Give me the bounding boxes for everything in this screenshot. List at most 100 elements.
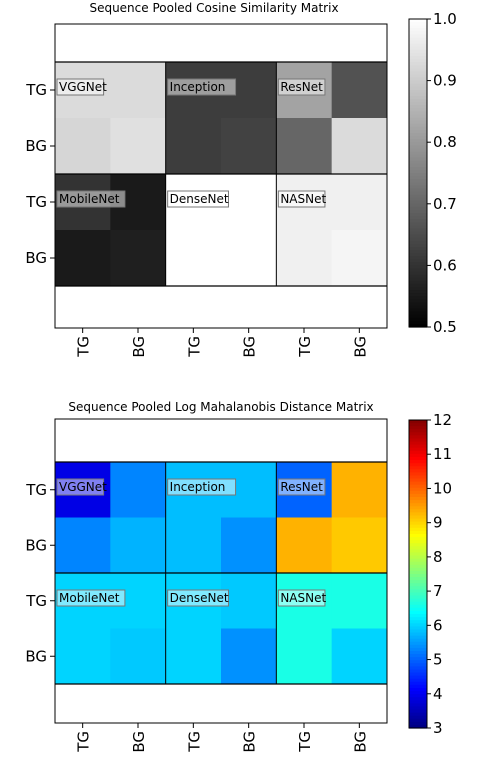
colorbar-tick-label: 1.0 bbox=[433, 10, 457, 28]
y-tick-label: BG bbox=[25, 536, 47, 554]
colorbar-tick-label: 11 bbox=[433, 445, 452, 463]
colorbar-segment bbox=[409, 151, 427, 156]
colorbar-segment bbox=[409, 80, 427, 85]
colorbar-segment bbox=[409, 253, 427, 257]
colorbar-segment bbox=[409, 259, 427, 263]
colorbar-segment bbox=[409, 691, 427, 695]
colorbar-segment bbox=[409, 441, 427, 446]
colorbar-segment bbox=[409, 111, 427, 116]
model-label: VGGNet bbox=[56, 478, 107, 496]
colorbar-segment bbox=[409, 654, 427, 658]
colorbar-tick-label: 4 bbox=[433, 685, 443, 703]
colorbar-segment bbox=[409, 669, 427, 674]
colorbar-segment bbox=[409, 595, 427, 600]
x-tick-label: BG bbox=[241, 336, 259, 358]
colorbar-segment bbox=[409, 607, 427, 612]
colorbar-segment bbox=[409, 435, 427, 440]
chart-title: Sequence Pooled Cosine Similarity Matrix bbox=[89, 1, 338, 15]
heatmap-cell bbox=[221, 517, 277, 574]
model-label-box bbox=[56, 589, 126, 607]
cosine-similarity-chart: Sequence Pooled Cosine Similarity Matrix… bbox=[25, 1, 457, 358]
colorbar-segment bbox=[409, 601, 427, 606]
colorbar-segment bbox=[409, 286, 427, 291]
colorbar-segment bbox=[409, 160, 427, 165]
colorbar-segment bbox=[409, 49, 427, 54]
model-label-text: VGGNet bbox=[59, 80, 107, 94]
model-label-box bbox=[56, 190, 126, 208]
colorbar-segment bbox=[409, 681, 427, 686]
colorbar-segment bbox=[409, 68, 427, 72]
model-label-text: ResNet bbox=[280, 480, 323, 494]
colorbar-segment bbox=[409, 173, 427, 177]
x-ticks: TG BG TG BG TG BG bbox=[75, 723, 369, 753]
x-tick-label: TG bbox=[185, 731, 203, 753]
colorbar-segment bbox=[409, 570, 427, 575]
colorbar-segment bbox=[409, 687, 427, 692]
colorbar-segment bbox=[409, 438, 427, 443]
colorbar-segment bbox=[409, 675, 427, 680]
colorbar-segment bbox=[409, 188, 427, 193]
colorbar-segment bbox=[409, 302, 427, 307]
plot-frame bbox=[54, 23, 388, 329]
colorbar-segment bbox=[409, 83, 427, 88]
colorbar-segment bbox=[409, 450, 427, 455]
y-tick-label: TG bbox=[25, 81, 47, 99]
y-tick-label: TG bbox=[25, 481, 47, 499]
colorbar-segment bbox=[409, 524, 427, 529]
colorbar: 0.5 0.6 0.7 0.8 0.9 1.0 bbox=[408, 10, 457, 336]
colorbar-segment bbox=[409, 521, 427, 526]
model-label-text: ResNet bbox=[280, 80, 323, 94]
model-label-box bbox=[167, 78, 237, 96]
colorbar-segment bbox=[409, 142, 427, 146]
colorbar-segment bbox=[409, 31, 427, 35]
model-label-text: Inception bbox=[170, 80, 226, 94]
colorbar-segment bbox=[409, 19, 427, 23]
colorbar-segment bbox=[409, 620, 427, 624]
model-label-text: MobileNet bbox=[59, 591, 120, 605]
colorbar-segment bbox=[409, 37, 427, 42]
colorbar-segment bbox=[409, 518, 427, 523]
colorbar-segment bbox=[409, 28, 427, 32]
colorbar-segment bbox=[409, 246, 427, 251]
model-label: VGGNet bbox=[56, 78, 107, 96]
colorbar-segment bbox=[409, 65, 427, 69]
colorbar-segment bbox=[409, 219, 427, 223]
colorbar-segment bbox=[409, 447, 427, 452]
colorbar-segment bbox=[409, 102, 427, 106]
colorbar-segment bbox=[409, 487, 427, 492]
colorbar-segment bbox=[409, 139, 427, 143]
colorbar-segment bbox=[409, 567, 427, 572]
colorbar-segment bbox=[409, 105, 427, 109]
colorbar-segment bbox=[409, 598, 427, 603]
model-label: NASNet bbox=[277, 589, 326, 607]
colorbar-segment bbox=[409, 506, 427, 510]
colorbar-segment bbox=[409, 638, 427, 643]
colorbar-segment bbox=[409, 123, 427, 128]
colorbar-segment bbox=[409, 293, 427, 297]
colorbar-segment bbox=[409, 555, 427, 560]
mahalanobis-distance-chart: Sequence Pooled Log Mahalanobis Distance… bbox=[25, 400, 452, 753]
colorbar-segment bbox=[409, 586, 427, 590]
plot-frame bbox=[54, 418, 388, 724]
colorbar-segment bbox=[409, 265, 427, 270]
group-lines bbox=[55, 461, 387, 685]
colorbar-segment bbox=[409, 558, 427, 563]
heatmap-cell bbox=[331, 573, 388, 629]
model-label: ResNet bbox=[277, 478, 326, 496]
colorbar-segment bbox=[409, 228, 427, 233]
colorbar-segment bbox=[409, 59, 427, 63]
colorbar-segment bbox=[409, 684, 427, 689]
model-label-box bbox=[56, 78, 105, 96]
chart-title: Sequence Pooled Log Mahalanobis Distance… bbox=[68, 400, 373, 414]
colorbar-segment bbox=[409, 472, 427, 477]
colorbar-segment bbox=[409, 25, 427, 29]
y-ticks: TG BG TG BG bbox=[25, 81, 55, 267]
colorbar-segment bbox=[409, 644, 427, 649]
x-tick-label: TG bbox=[296, 336, 314, 358]
heatmap-cell bbox=[221, 174, 277, 231]
colorbar-segment bbox=[409, 460, 427, 464]
colorbar-segment bbox=[409, 62, 427, 66]
model-label-text: MobileNet bbox=[59, 192, 120, 206]
colorbar-segment bbox=[409, 283, 427, 288]
